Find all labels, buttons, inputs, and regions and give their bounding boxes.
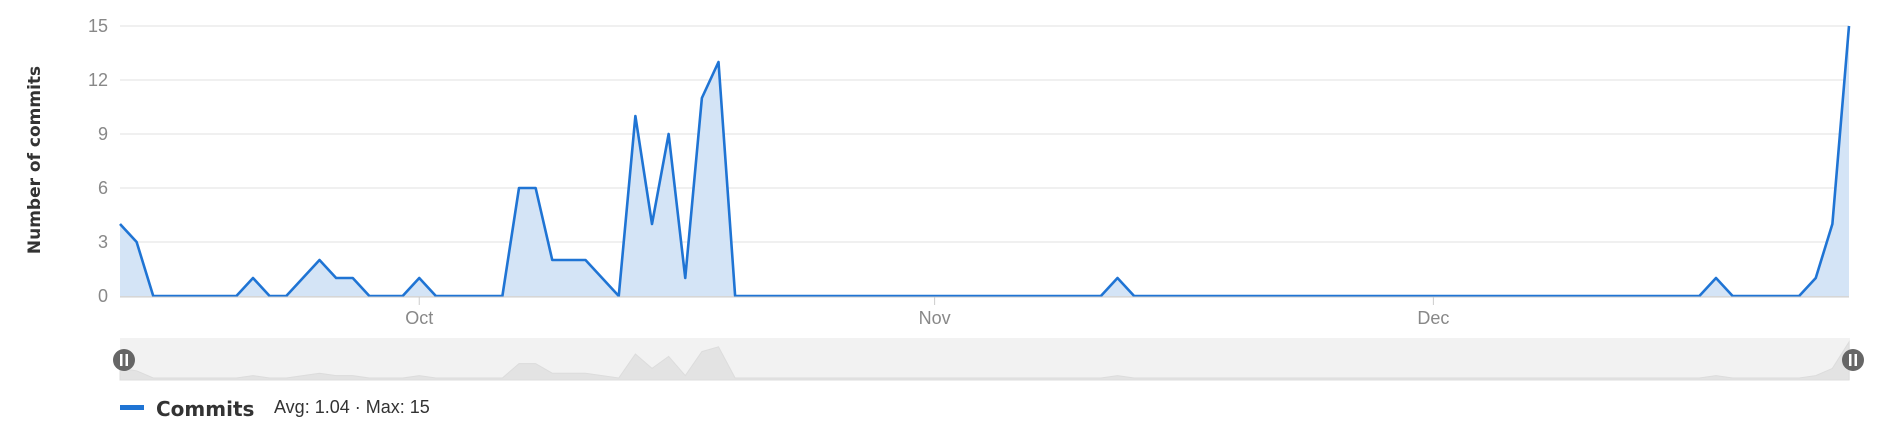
y-tick-label: 6 bbox=[98, 178, 108, 198]
handle-knob[interactable] bbox=[113, 349, 135, 371]
x-tick-label: Oct bbox=[405, 308, 433, 328]
navigator-handle-right[interactable] bbox=[1842, 349, 1864, 371]
navigator[interactable] bbox=[113, 338, 1864, 381]
handle-grip bbox=[120, 354, 123, 366]
y-axis-title: Number of commits bbox=[25, 66, 45, 254]
y-tick-label: 15 bbox=[88, 16, 108, 36]
commits-area bbox=[120, 26, 1849, 296]
x-axis: Oct Nov Dec bbox=[120, 296, 1849, 328]
x-tick-label: Nov bbox=[919, 308, 951, 328]
commits-line bbox=[119, 25, 1851, 298]
legend-series-stats: Avg: 1.04 · Max: 15 bbox=[274, 397, 430, 417]
y-tick-label: 0 bbox=[98, 286, 108, 306]
legend-swatch bbox=[120, 405, 144, 410]
y-tick-label: 3 bbox=[98, 232, 108, 252]
navigator-background bbox=[120, 338, 1850, 380]
handle-knob[interactable] bbox=[1842, 349, 1864, 371]
legend-series-name: Commits bbox=[156, 397, 254, 421]
y-tick-label: 9 bbox=[98, 124, 108, 144]
y-tick-label: 12 bbox=[88, 70, 108, 90]
plot-area bbox=[119, 25, 1851, 298]
navigator-handle-left[interactable] bbox=[113, 349, 135, 371]
handle-grip bbox=[1854, 354, 1857, 366]
x-tick-label: Dec bbox=[1417, 308, 1449, 328]
handle-grip bbox=[1849, 354, 1852, 366]
legend: Commits Avg: 1.04 · Max: 15 bbox=[120, 397, 430, 421]
y-axis-ticks: 0 3 6 9 12 15 bbox=[88, 16, 108, 306]
grid-lines bbox=[120, 25, 1849, 297]
navigator-series bbox=[119, 340, 1850, 381]
handle-grip bbox=[125, 354, 128, 366]
